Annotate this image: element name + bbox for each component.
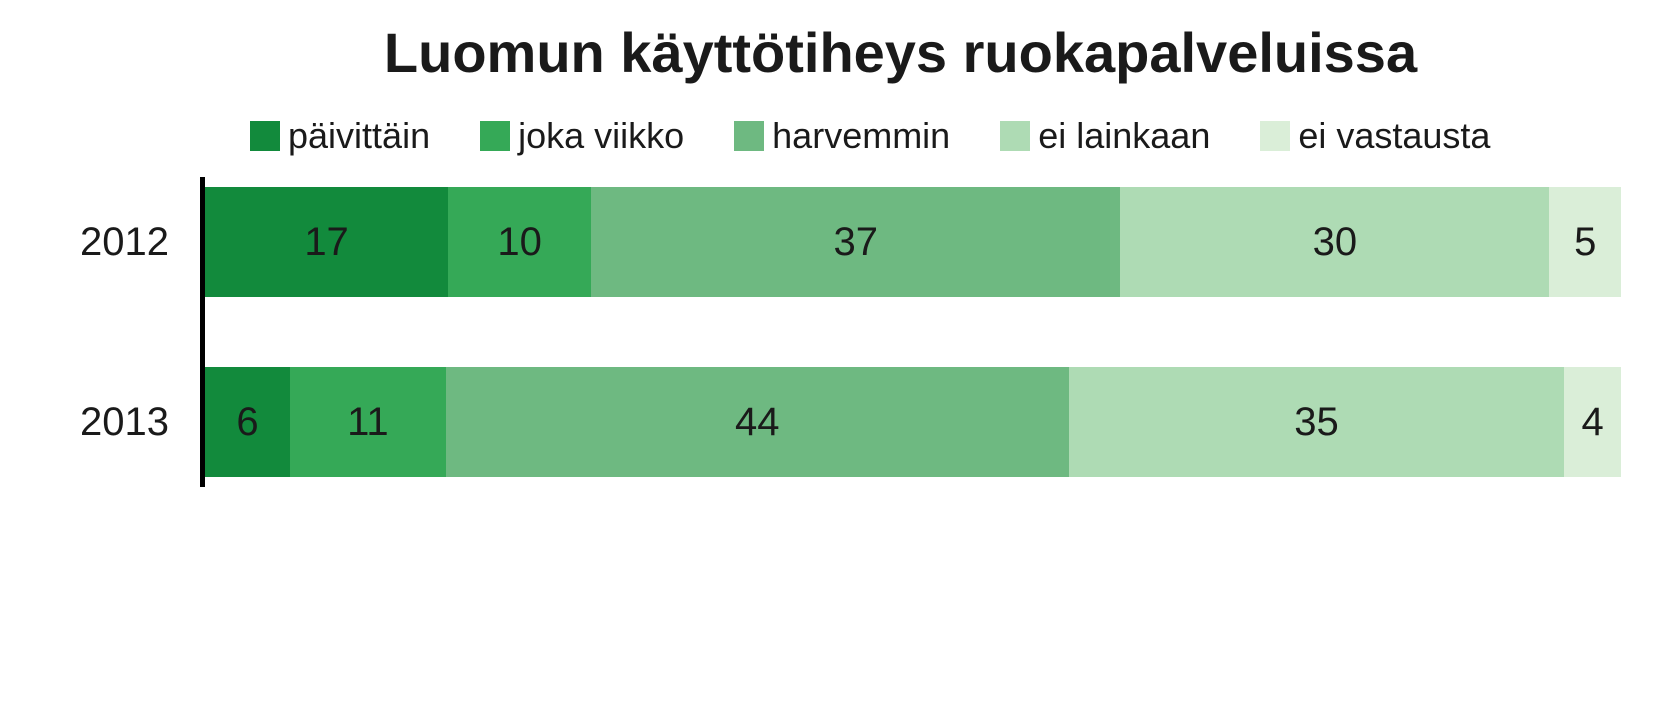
stacked-bar: 17 10 37 30 5 [205, 187, 1621, 297]
legend-label: päivittäin [288, 115, 430, 157]
chart-container: Luomun käyttötiheys ruokapalveluissa päi… [40, 20, 1621, 477]
legend-swatch [1000, 121, 1030, 151]
bar-segment: 5 [1549, 187, 1621, 297]
legend-swatch [250, 121, 280, 151]
legend-item: harvemmin [734, 115, 950, 157]
bar-row: 2012 17 10 37 30 5 [80, 187, 1621, 297]
legend-item: ei lainkaan [1000, 115, 1210, 157]
legend-label: ei vastausta [1298, 115, 1490, 157]
category-label: 2012 [80, 220, 200, 265]
chart-title: Luomun käyttötiheys ruokapalveluissa [180, 20, 1621, 85]
chart-body: 2012 17 10 37 30 5 2013 6 11 44 35 4 [80, 187, 1621, 477]
bar-segment: 44 [446, 367, 1069, 477]
bar-row: 2013 6 11 44 35 4 [80, 367, 1621, 477]
bar-segment: 6 [205, 367, 290, 477]
legend-item: ei vastausta [1260, 115, 1490, 157]
bar-segment: 17 [205, 187, 448, 297]
legend-swatch [480, 121, 510, 151]
legend-item: joka viikko [480, 115, 684, 157]
legend-swatch [734, 121, 764, 151]
legend: päivittäin joka viikko harvemmin ei lain… [250, 115, 1621, 157]
bar-segment: 35 [1069, 367, 1565, 477]
legend-label: harvemmin [772, 115, 950, 157]
legend-item: päivittäin [250, 115, 430, 157]
bar-segment: 30 [1120, 187, 1549, 297]
bar-segment: 11 [290, 367, 446, 477]
bar-segment: 4 [1564, 367, 1621, 477]
legend-swatch [1260, 121, 1290, 151]
bar-segment: 10 [448, 187, 591, 297]
stacked-bar: 6 11 44 35 4 [205, 367, 1621, 477]
bar-segment: 37 [591, 187, 1120, 297]
category-label: 2013 [80, 400, 200, 445]
legend-label: joka viikko [518, 115, 684, 157]
y-axis-line [200, 177, 205, 487]
legend-label: ei lainkaan [1038, 115, 1210, 157]
